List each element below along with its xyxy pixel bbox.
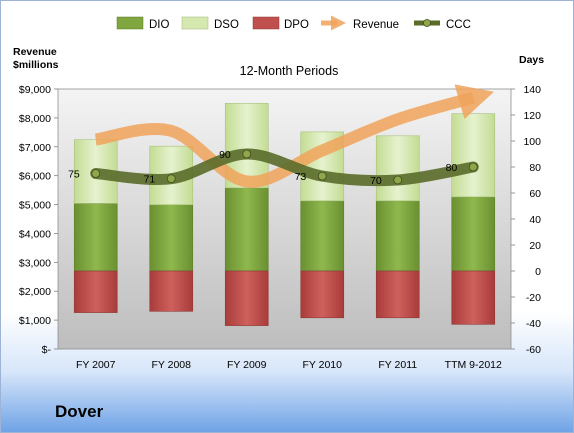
legend-ccc-marker <box>423 19 431 27</box>
right-tick-label: 140 <box>523 84 541 96</box>
company-name: Dover <box>55 402 104 421</box>
line-group: 75 71 90 73 70 80 <box>68 84 495 188</box>
bar-dio-1 <box>149 204 194 272</box>
left-tick-label: $6,000 <box>19 171 51 183</box>
right-tick-label: 80 <box>529 162 541 174</box>
left-tick-label: $3,000 <box>19 257 51 269</box>
ccc-point-0 <box>91 169 101 178</box>
legend-dio-swatch <box>116 16 144 30</box>
left-tick-label: $8,000 <box>19 113 51 125</box>
bar-dpo-4 <box>375 270 420 319</box>
ccc-point-4 <box>393 175 403 185</box>
left-tick-label: $1,000 <box>19 315 51 327</box>
right-tick-label: 0 <box>535 266 541 278</box>
legend-dso-swatch <box>181 16 209 30</box>
ccc-data-label-5: 80 <box>446 162 458 174</box>
legend: DIO DSO DPO Revenue CCC <box>116 15 471 31</box>
x-tick-label: FY 2010 <box>302 359 342 371</box>
right-tick-label: -60 <box>526 344 541 356</box>
ccc-data-label-2: 90 <box>219 149 231 161</box>
legend-revenue-label: Revenue <box>353 19 399 31</box>
axes-group: $- $1,000 $2,000 $3,000 $4,000 $5,000 $6,000 $7… <box>19 84 541 371</box>
bar-dpo-2 <box>224 270 269 326</box>
x-tick-label: FY 2007 <box>76 359 116 371</box>
right-tick-label: 100 <box>523 136 541 148</box>
legend-dpo-swatch <box>252 16 280 30</box>
right-tick-label: -40 <box>526 318 541 330</box>
ccc-point-2 <box>242 149 252 159</box>
bar-dpo-0 <box>73 270 118 313</box>
bar-dio-4 <box>375 200 420 272</box>
legend-dio-label: DIO <box>149 19 170 31</box>
ccc-data-label-0: 75 <box>68 169 80 181</box>
bar-dso-4 <box>375 135 420 202</box>
ccc-line <box>90 148 479 187</box>
x-tick-label: FY 2011 <box>378 359 417 371</box>
bar-dpo-1 <box>149 270 194 312</box>
bar-dio-0 <box>73 203 118 272</box>
left-tick-label: $2,000 <box>19 286 51 298</box>
bar-dpo-3 <box>300 270 345 319</box>
bar-group <box>73 103 496 326</box>
left-tick-label: $- <box>42 344 52 356</box>
x-tick-label: FY 2009 <box>227 359 267 371</box>
bar-dio-5 <box>451 196 496 272</box>
right-tick-label: 40 <box>529 214 541 226</box>
x-tick-label: TTM 9-2012 <box>445 359 502 371</box>
ccc-point-1 <box>166 174 176 184</box>
legend-dso-label: DSO <box>214 19 239 31</box>
bar-dpo-5 <box>451 270 496 325</box>
ccc-data-label-4: 70 <box>370 175 382 187</box>
ccc-data-label-1: 71 <box>144 174 156 186</box>
revenue-line <box>94 84 495 188</box>
right-tick-label: 120 <box>523 110 541 122</box>
left-tick-label: $4,000 <box>19 228 51 240</box>
legend-dpo-label: DPO <box>284 19 309 31</box>
x-tick-label: FY 2008 <box>151 359 191 371</box>
bar-dso-5 <box>451 113 496 198</box>
legend-ccc-label: CCC <box>446 19 471 31</box>
left-tick-label: $9,000 <box>19 84 51 96</box>
ccc-point-5 <box>468 162 478 172</box>
ccc-data-label-3: 73 <box>295 171 307 183</box>
chart-title: 12-Month Periods <box>240 64 339 78</box>
left-tick-label: $7,000 <box>19 142 51 154</box>
bar-dio-3 <box>300 200 345 272</box>
ccc-point-3 <box>317 171 327 181</box>
right-tick-label: -20 <box>526 292 541 304</box>
left-tick-label: $5,000 <box>19 200 51 212</box>
bar-dio-2 <box>224 187 269 272</box>
right-axis-title: Days <box>519 54 544 66</box>
left-axis-title: Revenue $millions <box>13 46 60 71</box>
right-tick-label: 60 <box>529 188 541 200</box>
right-tick-label: 20 <box>529 240 541 252</box>
